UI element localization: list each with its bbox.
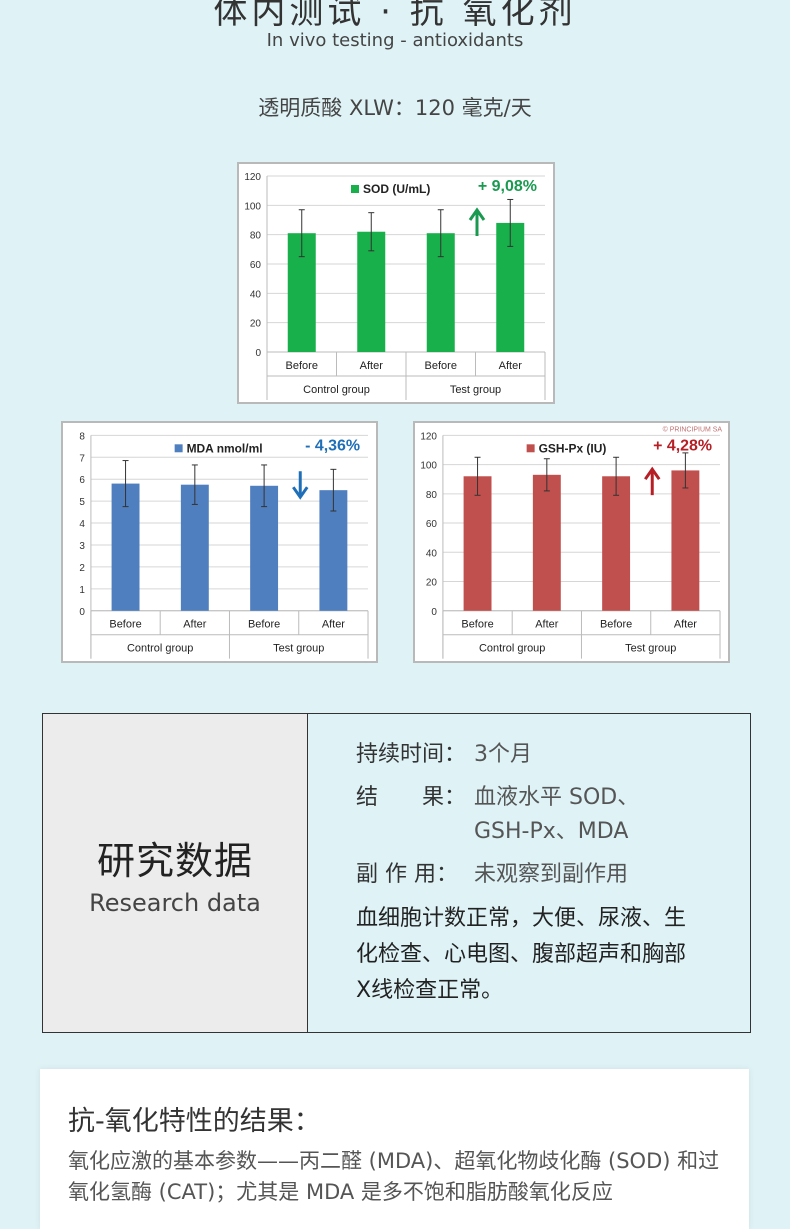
sod-chart: 0 20 40 60 80 100 120 Before After Before After Con… xyxy=(237,162,555,404)
results-card: 抗-氧化特性的结果： 氧化应激的基本参数——丙二醛 (MDA)、超氧化物歧化酶 … xyxy=(40,1069,749,1229)
mda-y-tick-label: 3 xyxy=(79,541,85,552)
research-title: 研究数据 xyxy=(96,838,253,883)
gsh-y-tick-label: 80 xyxy=(426,490,438,501)
research-data-box: 研究数据 Research data 持续时间： 3个月 结 果： 血液水平 S… xyxy=(42,713,751,1033)
sod-y-tick-label: 20 xyxy=(250,319,262,330)
gsh-category-label: After xyxy=(674,619,697,631)
mda-category-label: After xyxy=(322,619,345,631)
gsh-legend-label: GSH-Px (IU) xyxy=(539,441,607,455)
sod-category-label: After xyxy=(499,360,523,372)
mda-category-label: After xyxy=(183,619,206,631)
gsh-percent-change: + 4,28% xyxy=(653,437,712,454)
mda-chart: 0 1 2 3 4 5 6 7 8 Before After Before After Control g… xyxy=(61,421,378,663)
gsh-bar xyxy=(532,474,561,611)
gsh-category-label: After xyxy=(535,619,558,631)
gsh-category-label: Before xyxy=(600,619,632,631)
gsh-category-label: Before xyxy=(461,619,493,631)
mda-y-tick-label: 8 xyxy=(79,431,85,442)
gsh-y-tick-label: 100 xyxy=(420,461,437,472)
dose-line: 透明质酸 XLW：120 毫克/天 xyxy=(258,96,532,120)
page-subtitle: In vivo testing - antioxidants xyxy=(266,30,524,51)
gsh-bar xyxy=(463,476,492,611)
gsh-bar xyxy=(671,470,700,611)
sod-legend-swatch xyxy=(351,185,359,193)
sod-group-label: Control group xyxy=(303,384,370,396)
mda-y-tick-label: 1 xyxy=(79,585,85,596)
sod-svg: 0 20 40 60 80 100 120 Before After Before After Con… xyxy=(244,172,546,400)
gsh-y-tick-label: 40 xyxy=(426,548,438,559)
result-label: 结 果： xyxy=(356,785,467,810)
result-value-line-1: 血液水平 SOD、 xyxy=(474,785,640,810)
sod-y-tick-label: 40 xyxy=(250,289,262,300)
results-body: 氧化应激的基本参数——丙二醛 (MDA)、超氧化物歧化酶 (SOD) 和过氧化氢… xyxy=(68,1149,720,1204)
mda-category-label: Before xyxy=(109,619,141,631)
gsh-y-tick-label: 120 xyxy=(420,431,437,442)
mda-arrow-down-icon-head xyxy=(292,486,309,500)
result-row: 结 果： 血液水平 SOD、 GSH-Px、MDA xyxy=(356,781,750,849)
mda-y-tick-label: 2 xyxy=(79,563,85,574)
mda-y-tick-label: 5 xyxy=(79,497,85,508)
gsh-group-label: Test group xyxy=(625,643,676,655)
research-details: 持续时间： 3个月 结 果： 血液水平 SOD、 GSH-Px、MDA 副 作 … xyxy=(308,714,750,1032)
sod-bar xyxy=(357,231,386,352)
duration-label: 持续时间： xyxy=(356,742,467,767)
mda-group-label: Test group xyxy=(273,643,324,655)
mda-percent-change: - 4,36% xyxy=(305,437,360,454)
research-subtitle: Research data xyxy=(89,888,261,917)
gsh-watermark: © PRINCIPIUM SA xyxy=(663,425,723,433)
sod-y-tick-label: 80 xyxy=(250,231,262,242)
sod-y-tick-label: 60 xyxy=(250,260,262,271)
mda-bar xyxy=(180,484,209,611)
results-heading: 抗-氧化特性的结果： xyxy=(68,1106,321,1137)
research-label-panel: 研究数据 Research data xyxy=(43,714,308,1032)
gsh-group-label: Control group xyxy=(479,643,545,655)
side-effects-value: 未观察到副作用 xyxy=(474,862,629,887)
sod-y-tick-label: 0 xyxy=(255,348,261,359)
mda-category-label: Before xyxy=(248,619,280,631)
sod-category-label: Before xyxy=(425,360,457,372)
research-notes: 血细胞计数正常，大便、尿液、生化检查、心电图、腹部超声和胸部X线检查正常。 xyxy=(356,906,687,1003)
duration-value: 3个月 xyxy=(474,742,532,767)
gsh-px-chart: 0 20 40 60 80 100 120 Before After Before After Con… xyxy=(413,421,730,663)
mda-y-tick-label: 6 xyxy=(79,475,85,486)
mda-y-tick-label: 7 xyxy=(79,453,85,464)
side-effects-label: 副 作 用： xyxy=(356,862,458,887)
sod-percent-change: + 9,08% xyxy=(478,178,537,195)
gsh-arrow-up-icon-head xyxy=(644,466,661,481)
mda-legend-swatch xyxy=(174,444,183,453)
gsh-y-tick-label: 0 xyxy=(431,607,437,618)
mda-svg: 0 1 2 3 4 5 6 7 8 Before After Before After Control g… xyxy=(79,431,369,659)
sod-legend-label: SOD (U/mL) xyxy=(363,182,430,196)
mda-y-tick-label: 0 xyxy=(79,607,85,618)
mda-legend-label: MDA nmol/ml xyxy=(187,441,263,455)
mda-group-label: Control group xyxy=(127,643,193,655)
gsh-bar xyxy=(602,476,631,611)
sod-group-label: Test group xyxy=(450,384,501,396)
gsh-y-tick-label: 20 xyxy=(426,578,438,589)
page-title: 体内测试 · 抗 氧化剂 xyxy=(213,0,577,32)
gsh-legend-swatch xyxy=(526,444,535,453)
result-value-line-2: GSH-Px、MDA xyxy=(474,819,629,844)
result-value: 血液水平 SOD、 GSH-Px、MDA xyxy=(474,781,639,849)
gsh-y-tick-label: 60 xyxy=(426,519,438,530)
sod-category-label: After xyxy=(360,360,384,372)
sod-y-tick-label: 100 xyxy=(244,201,261,212)
mda-y-tick-label: 4 xyxy=(79,519,85,530)
sod-y-tick-label: 120 xyxy=(244,172,261,183)
gsh-svg: 0 20 40 60 80 100 120 Before After Before After Con… xyxy=(420,425,723,659)
side-effects-row: 副 作 用： 未观察到副作用 xyxy=(356,858,750,892)
duration-row: 持续时间： 3个月 xyxy=(356,738,750,772)
sod-arrow-up-icon-head xyxy=(468,207,486,221)
sod-category-label: Before xyxy=(286,360,318,372)
